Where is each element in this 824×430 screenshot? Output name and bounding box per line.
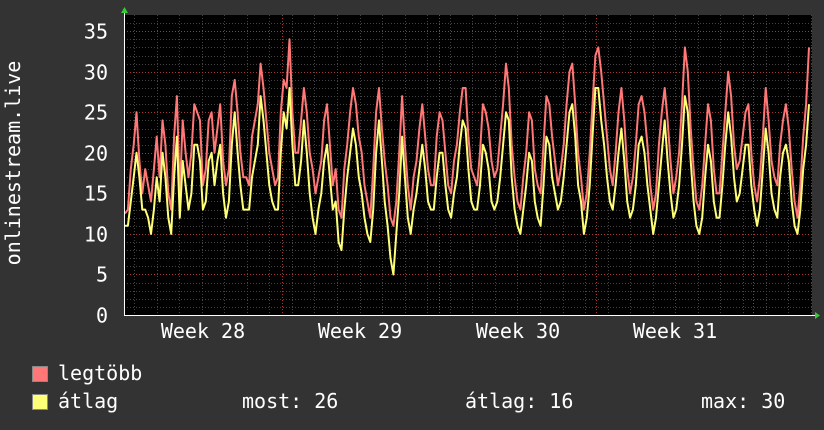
legend-label-avg: átlag <box>58 389 119 413</box>
x-axis-arrow <box>815 312 820 319</box>
x-tick-label: Week 30 <box>476 319 560 343</box>
y-tick-label: 10 <box>84 223 108 247</box>
series-line-avg <box>125 87 810 276</box>
y-tick-label: 20 <box>84 142 108 166</box>
y-tick-label: 35 <box>84 20 108 44</box>
y-tick-label: 30 <box>84 61 108 85</box>
y-tick-label: 0 <box>96 304 108 328</box>
legend-label-max: legtöbb <box>58 361 143 385</box>
legend-swatch-avg <box>32 394 48 410</box>
y-axis-arrow <box>121 7 128 13</box>
stat-average: átlag: 16 <box>465 389 574 413</box>
x-tick-label: Week 29 <box>318 319 402 343</box>
y-tick-label: 25 <box>84 101 108 125</box>
x-tick-label: Week 28 <box>161 319 245 343</box>
stat-max: max: 30 <box>701 389 786 413</box>
x-tick-label: Week 31 <box>633 319 717 343</box>
legend-swatch-max <box>32 366 48 382</box>
y-axis-label: onlinestream.live <box>1 60 25 266</box>
y-tick-label: 15 <box>84 182 108 206</box>
series-line-max <box>124 38 810 227</box>
stat-now: most: 26 <box>242 389 339 413</box>
y-tick-label: 5 <box>96 263 108 287</box>
